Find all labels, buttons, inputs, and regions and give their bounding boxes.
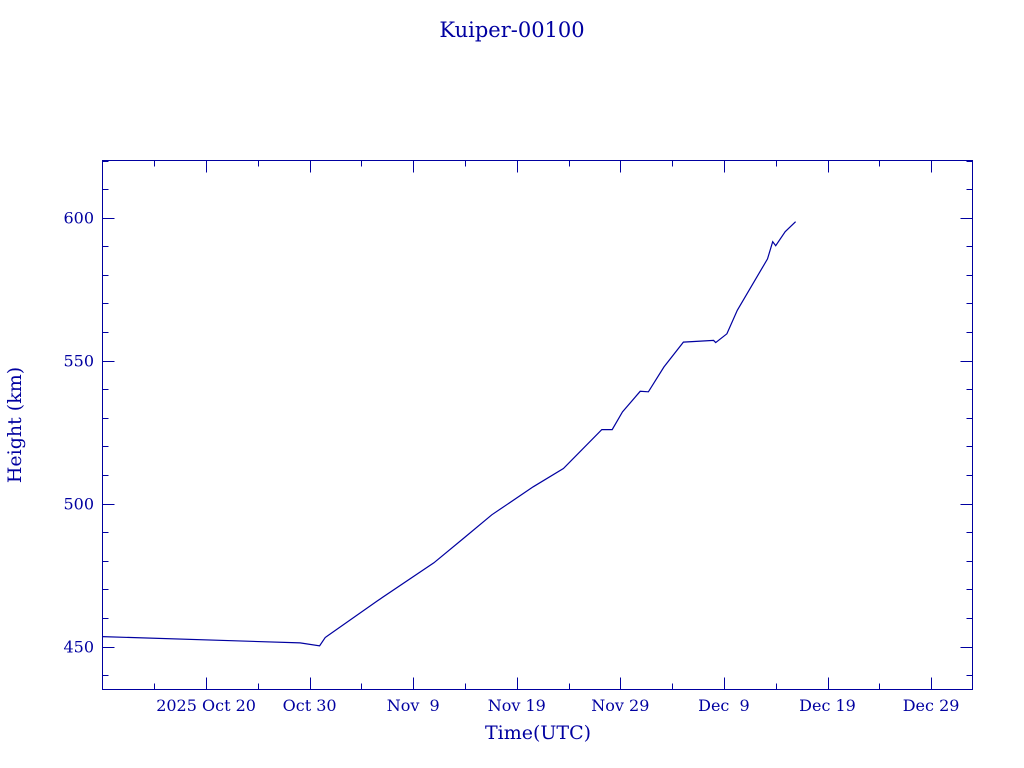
height-series-line (102, 221, 797, 647)
x-tick-label: Dec 19 (799, 696, 856, 715)
x-axis-label: Time(UTC) (485, 722, 591, 744)
x-tick-label: Nov 9 (387, 696, 440, 715)
chart-title: Kuiper-00100 (439, 18, 584, 42)
y-tick-label: 550 (63, 352, 94, 371)
x-tick-label: Dec 9 (698, 696, 750, 715)
y-tick-label: 500 (63, 495, 94, 514)
y-tick-label: 600 (63, 209, 94, 228)
x-tick-label: Nov 29 (591, 696, 649, 715)
plot-frame (102, 160, 973, 690)
y-axis-label: Height (km) (4, 367, 26, 483)
x-tick-label: 2025 Oct 20 (156, 696, 256, 715)
x-tick-label: Nov 19 (488, 696, 546, 715)
x-tick-label: Dec 29 (903, 696, 960, 715)
x-tick-label: Oct 30 (283, 696, 337, 715)
y-tick-label: 450 (63, 638, 94, 657)
